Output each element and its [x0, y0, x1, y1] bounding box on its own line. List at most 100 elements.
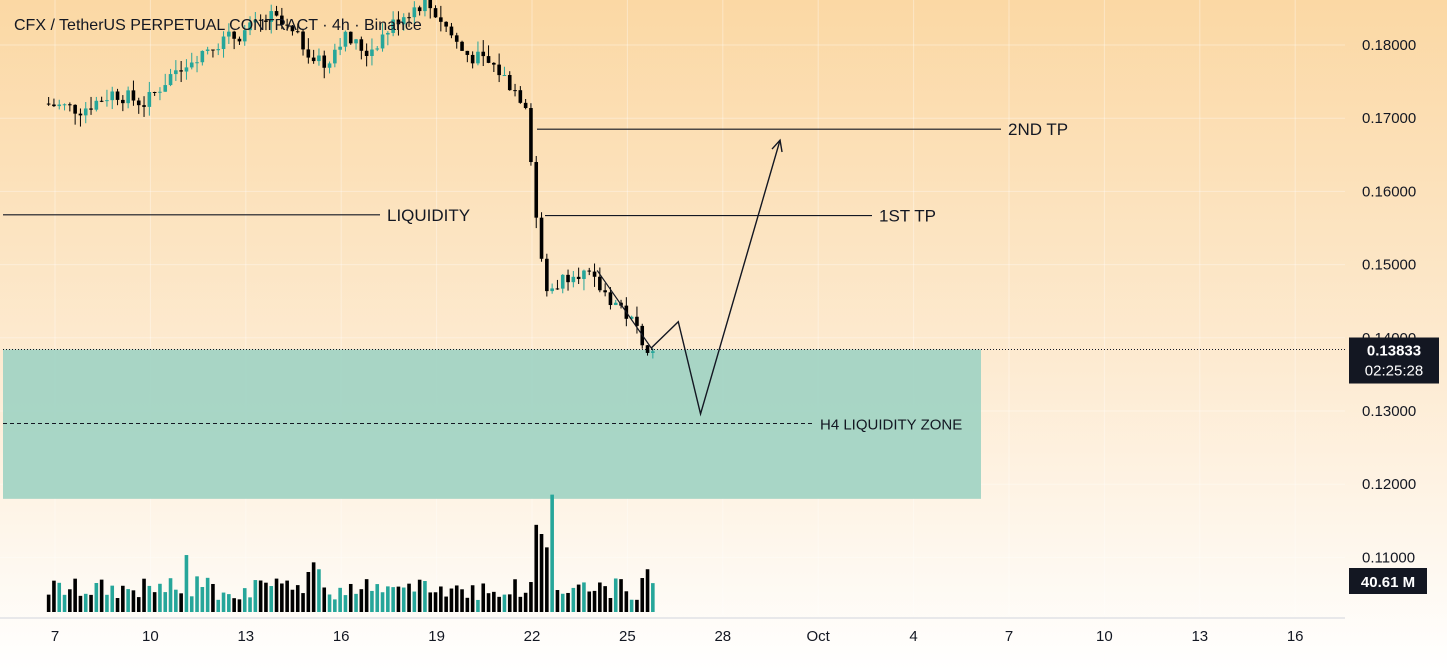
volume-bar: [534, 524, 539, 612]
candle-body: [83, 108, 88, 116]
candle-body: [492, 62, 496, 65]
volume-bar: [486, 593, 491, 612]
candle-body: [423, 0, 427, 12]
candle-body: [168, 74, 173, 86]
first-tp-label: 1ST TP: [879, 207, 936, 226]
price-tick-label: 0.11000: [1362, 549, 1415, 566]
volume-bar: [46, 594, 51, 612]
candle-body: [205, 49, 210, 51]
candle-body: [587, 270, 592, 272]
candle-body: [242, 30, 247, 42]
volume-bar: [375, 584, 380, 612]
volume-bar: [587, 591, 592, 612]
volume-bar: [608, 598, 613, 612]
candle-body: [449, 26, 454, 36]
volume-bar: [566, 592, 570, 612]
candle-body: [375, 48, 380, 50]
candle-body: [147, 92, 152, 107]
candle-body: [364, 50, 369, 56]
candle-body: [465, 50, 470, 55]
volume-bar: [449, 588, 454, 612]
candle-body: [576, 276, 581, 279]
volume-bar: [635, 599, 639, 612]
volume-bar: [301, 593, 305, 612]
date-tick-label: 4: [909, 628, 917, 645]
candle-body: [439, 17, 443, 22]
date-tick-label: 10: [142, 628, 159, 645]
volume-bar: [444, 596, 448, 612]
volume-bar: [311, 562, 316, 612]
candle-body: [301, 31, 305, 50]
candle-body: [460, 41, 464, 51]
volume-bar: [560, 593, 565, 612]
price-tick-label: 0.17000: [1362, 110, 1416, 127]
volume-bar: [460, 589, 464, 612]
volume-bar: [598, 582, 602, 612]
volume-bar: [136, 597, 141, 612]
second-tp-label: 2ND TP: [1008, 120, 1068, 139]
candle-body: [306, 49, 311, 58]
volume-bar: [285, 580, 289, 612]
volume-bar: [131, 590, 136, 612]
liquidity-zone-layer: H4 LIQUIDITY ZONE: [3, 349, 1345, 499]
volume-bar: [248, 597, 252, 612]
candle-body: [523, 102, 528, 109]
candle-body: [582, 270, 586, 279]
price-tick-label: 0.12000: [1362, 476, 1416, 493]
volume-bar: [306, 571, 311, 612]
volume-bar: [121, 585, 125, 612]
volume-bar: [57, 582, 62, 612]
candle-body: [295, 31, 300, 33]
axis-layer: 0.180000.170000.160000.150000.140000.130…: [0, 37, 1439, 645]
candle-body: [142, 105, 146, 107]
volume-bar: [343, 595, 348, 612]
candle-body: [560, 274, 565, 289]
price-tick-label: 0.18000: [1362, 37, 1416, 54]
date-tick-label: 16: [333, 628, 350, 645]
candle-body: [285, 24, 289, 26]
volume-bar: [338, 587, 342, 612]
volume-tag: [1349, 568, 1427, 594]
candle-body: [348, 31, 353, 44]
candle-body: [555, 288, 560, 290]
candle-body: [280, 15, 284, 25]
candle-body: [237, 38, 242, 42]
volume-bar: [481, 583, 486, 612]
candle-body: [598, 276, 602, 291]
candle-body: [534, 162, 539, 218]
volume-bar: [73, 578, 77, 612]
volume-bar: [280, 583, 284, 612]
candle-body: [200, 50, 205, 63]
volume-bar: [523, 592, 528, 612]
candle-body: [105, 100, 109, 102]
volume-bar: [571, 587, 576, 612]
volume-bar: [592, 590, 597, 612]
volume-bar: [550, 494, 554, 612]
price-tick-label: 0.13000: [1362, 403, 1416, 420]
volume-bar: [168, 578, 173, 612]
volume-bar: [439, 586, 443, 612]
candle-body: [396, 19, 401, 25]
volume-bar: [174, 589, 178, 612]
volume-bar: [401, 587, 406, 612]
candle-body: [121, 99, 125, 104]
candle-body: [62, 104, 67, 106]
volume-bar: [354, 593, 358, 612]
candle-body: [290, 25, 295, 32]
volume-bar: [94, 582, 99, 612]
candle-body: [317, 55, 321, 62]
candle-body: [645, 345, 650, 353]
candle-body: [89, 108, 93, 110]
candle-body: [264, 20, 268, 22]
candle-body: [391, 19, 395, 33]
volume-bar: [78, 595, 83, 612]
volume-bar: [380, 592, 385, 612]
candle-body: [52, 104, 56, 107]
volume-bar: [545, 547, 549, 612]
volume-bar: [465, 597, 470, 612]
candle-body: [518, 90, 523, 103]
volume-bar: [619, 579, 623, 612]
candle-body: [227, 31, 231, 37]
last-price-tag: [1349, 337, 1439, 384]
candle-body: [486, 56, 491, 63]
